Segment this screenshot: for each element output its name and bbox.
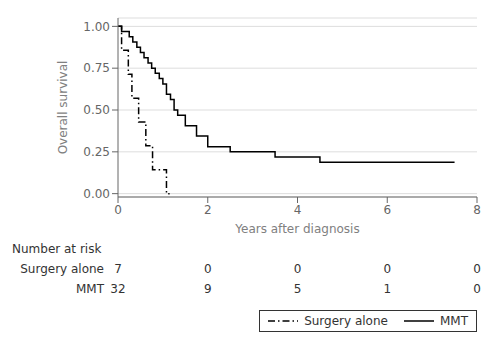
html-text:0: 0 xyxy=(203,262,212,276)
svg-text:Years after diagnosis: Years after diagnosis xyxy=(234,222,359,236)
html-text:MMT: MMT xyxy=(76,282,104,296)
html-text:9: 9 xyxy=(203,282,212,296)
html-text:0: 0 xyxy=(383,262,392,276)
svg-text:0.75: 0.75 xyxy=(83,61,110,75)
html-text:0: 0 xyxy=(293,262,302,276)
html-text:5: 5 xyxy=(293,282,302,296)
svg-text:0.00: 0.00 xyxy=(83,187,110,201)
html-text:7: 7 xyxy=(114,262,122,276)
html-text:MMT: MMT xyxy=(440,314,468,328)
html-text:Surgery alone: Surgery alone xyxy=(20,262,104,276)
svg-text:Overall survival: Overall survival xyxy=(56,61,70,155)
svg-text:0.25: 0.25 xyxy=(83,145,110,159)
svg-text:6: 6 xyxy=(383,203,391,217)
svg-text:1.00: 1.00 xyxy=(83,20,110,34)
html-text:0: 0 xyxy=(473,282,481,296)
svg-text:8: 8 xyxy=(473,203,481,217)
svg-text:2: 2 xyxy=(204,203,212,217)
html-text:Number at risk: Number at risk xyxy=(12,242,102,256)
svg-text:0: 0 xyxy=(114,203,122,217)
html-text:1: 1 xyxy=(383,282,392,296)
html-text:Surgery alone: Surgery alone xyxy=(304,314,388,328)
html-text:32: 32 xyxy=(110,282,126,296)
svg-text:4: 4 xyxy=(294,203,302,217)
svg-text:0.50: 0.50 xyxy=(83,103,110,117)
html-text:0: 0 xyxy=(473,262,481,276)
